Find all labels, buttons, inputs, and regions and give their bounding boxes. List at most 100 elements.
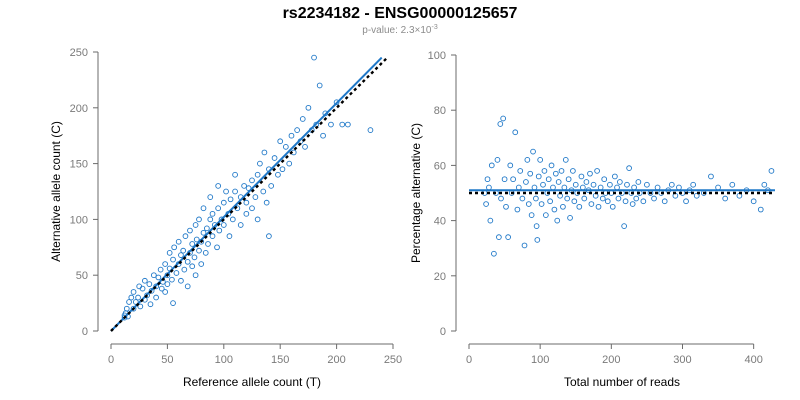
counts-data-point [367,127,374,133]
percentage-data-point [558,168,565,174]
percentage-data-point [570,168,576,174]
counts-data-point [226,233,233,239]
counts-data-point [184,258,191,265]
percentage-data-point [661,198,668,205]
counts-data-point [164,281,171,287]
percentage-data-point [567,214,573,221]
counts-data-point [175,238,182,245]
percentage-data-point [555,179,562,185]
percentage-data-point [515,184,522,191]
counts-data-point [162,289,168,295]
percentage-x-axis-title: Total number of reads [564,375,680,389]
percentage-data-point [615,195,622,202]
percentage-data-point [607,181,613,188]
percentage-data-point [519,195,526,202]
counts-data-point [207,216,214,223]
percentage-data-point [527,170,534,177]
counts-data-point [171,244,178,251]
counts-data-point [214,244,220,251]
percentage-data-point [497,121,504,127]
counts-data-point [180,247,187,254]
percentage-data-point [562,157,569,163]
counts-data-point [232,188,238,195]
counts-data-point [207,194,214,200]
counts-data-point [170,256,176,263]
counts-data-point [162,261,168,267]
counts-data-point [153,283,159,290]
percentage-data-point [612,173,618,180]
counts-data-point [209,210,216,217]
counts-data-point [123,305,130,312]
percentage-data-point [531,184,538,191]
counts-data-point [132,299,139,305]
percentage-data-point [571,198,578,205]
percentage-data-point [597,184,604,191]
percentage-data-point [494,157,501,163]
percentage-data-point [537,157,544,163]
counts-data-point [192,222,199,228]
percentage-data-point [484,176,491,183]
percentage-data-point [624,181,630,188]
counts-data-point [128,294,135,301]
percentage-data-point [491,250,497,257]
percentage-data-point [578,173,585,180]
percentage-data-point [626,165,632,172]
counts-data-point [241,183,247,189]
counts-data-point [166,250,173,256]
percentage-data-point [524,157,531,163]
percentage-data-point [581,195,588,202]
counts-x-tick-label: 50 [161,354,173,366]
percentage-data-point [614,184,620,191]
counts-data-point [294,127,300,133]
counts-y-tick-label: 0 [82,326,88,338]
counts-data-point [196,216,202,223]
percentage-data-point [500,115,507,122]
counts-data-point [170,300,176,306]
percentage-data-point [514,206,521,213]
percentage-x-tick-label: 400 [744,354,762,366]
percentage-data-point [635,179,642,185]
percentage-data-point [588,201,595,207]
percentage-data-point [552,170,559,177]
counts-data-point [191,254,198,261]
chart-title: rs2234182 - ENSG00000125657 [283,5,518,22]
percentage-data-point [590,181,597,188]
counts-reference-line [110,56,389,332]
percentage-data-point [654,184,661,191]
counts-data-point [302,144,308,150]
counts-data-point [178,277,184,284]
percentage-y-axis-title: Percentage alternative (C) [409,123,423,263]
counts-data-point [261,149,268,156]
counts-data-point [130,305,137,312]
counts-data-point [209,233,216,239]
counts-y-tick-label: 150 [70,159,88,171]
counts-x-tick-label: 200 [327,354,345,366]
counts-y-tick-label: 200 [70,103,88,115]
counts-data-point [157,266,164,273]
percentage-data-point [486,184,492,191]
counts-data-point [187,227,193,234]
panel-counts: 0 50 100 150 200 250 0 50 100 150 200 250 Reference … [49,47,402,389]
counts-data-point [243,199,250,206]
counts-data-point [151,272,157,279]
percentage-y-tick-label: 0 [440,326,446,338]
counts-data-point [220,199,227,206]
counts-y-tick-label: 250 [70,47,88,59]
percentage-y-tick-label: 40 [434,216,446,228]
percentage-data-point [715,184,721,191]
percentage-y-tick-label: 20 [434,271,446,283]
percentage-data-point [535,173,542,180]
counts-data-point [184,283,191,290]
percentage-data-point [644,181,650,188]
counts-data-point [237,222,244,228]
percentage-data-point [668,181,675,188]
counts-fit-line [110,56,383,332]
percentage-data-point [548,162,555,169]
percentage-data-point [528,212,535,218]
counts-data-point [254,171,261,178]
percentage-data-point [576,203,583,210]
percentage-data-point [538,201,545,207]
counts-data-point [147,301,154,308]
